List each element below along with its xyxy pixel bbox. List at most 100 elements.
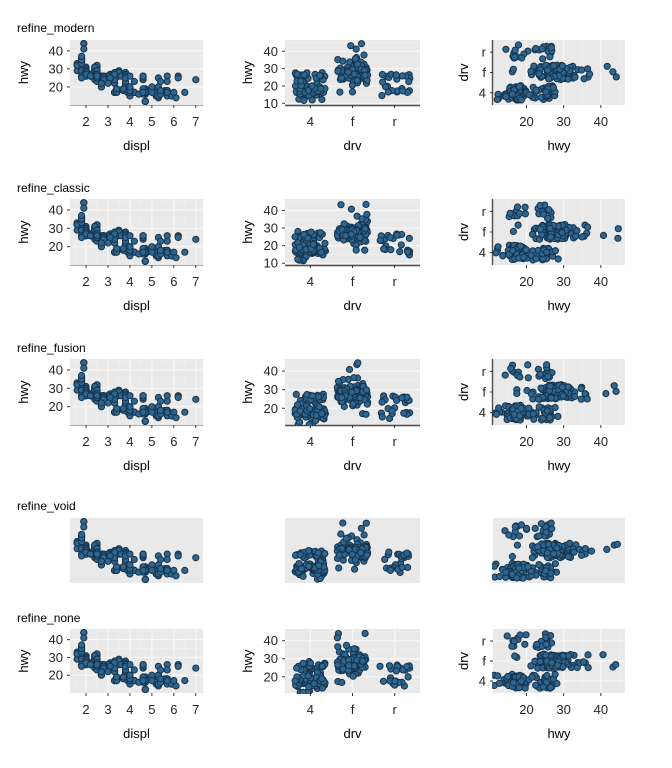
data-point [400,409,408,417]
data-point [558,229,566,237]
data-point [293,70,301,78]
data-point [304,672,312,680]
data-point [292,390,300,399]
data-point [78,371,86,380]
x-tick-label: 30 [556,702,570,717]
data-point [97,557,106,565]
data-point [403,663,411,671]
plot-displ-hwy: 2 3 4 5 6 7 20 30 40 displ hwy [0,320,224,480]
x-tick-label: 5 [148,434,155,449]
data-point [318,662,326,670]
data-point [163,566,171,575]
y-axis-title: drv [456,651,471,670]
data-point [148,88,156,97]
data-point [504,672,512,681]
y-tick-label: f [482,385,486,400]
data-point [538,45,546,53]
data-point [307,228,315,236]
data-point [86,550,95,558]
data-point [398,72,407,80]
y-tick-label: 20 [264,669,278,684]
data-point [532,681,540,689]
y-tick-label: 20 [49,399,63,414]
data-point [295,243,304,251]
data-point [97,79,106,87]
data-point [513,541,522,549]
data-point [546,224,554,232]
x-tick-label: 4 [307,702,314,717]
data-point [361,71,369,79]
data-point [558,62,567,70]
data-point [405,234,413,242]
x-axis-title: drv [343,138,362,153]
data-point [342,534,350,542]
data-point [385,548,393,556]
data-point [522,246,530,254]
data-point [603,545,611,554]
data-point [362,200,370,209]
plot-displ-hwy [0,480,224,600]
plot-svg: 20 30 40 rf 4 hwy drv [456,359,625,473]
x-axis-title: hwy [547,458,571,473]
data-point [93,232,101,240]
data-point [174,393,182,402]
data-point [148,677,156,685]
data-point [529,410,537,418]
plot-svg: 20 30 40 rf 4 hwy drv [456,629,625,741]
x-tick-label: f [351,434,355,449]
data-point [86,661,95,669]
data-point [543,407,552,415]
data-point [163,397,171,405]
x-tick-label: 30 [556,434,570,449]
points-layer [492,630,620,692]
data-point [321,239,329,247]
x-tick-label: 6 [170,434,177,449]
x-tick-label: 30 [556,274,570,289]
data-point [501,371,509,379]
data-point [612,661,620,669]
data-point [78,641,86,649]
data-point [509,679,517,687]
y-axis-title: hwy [240,220,255,244]
data-point [542,640,550,649]
plot-svg: 2 3 4 5 6 7 20 30 40 displ hwy [16,199,203,313]
data-point [511,46,519,54]
data-point [97,239,106,247]
points-layer [291,200,414,265]
row-title: refine_modern [17,21,95,35]
data-point [139,72,147,80]
data-point [192,76,200,84]
data-point [571,73,579,81]
data-point [354,359,362,367]
data-point [174,74,182,82]
data-point [300,230,308,239]
y-tick-label: f [482,654,486,669]
x-tick-label: f [351,702,355,717]
data-point [113,673,121,681]
data-point [139,88,147,97]
data-point [398,394,406,402]
data-point [309,240,318,248]
data-point [345,365,354,374]
data-point [581,545,589,553]
data-point [542,634,550,642]
data-point [599,231,608,240]
data-point [126,72,134,80]
data-point [141,575,149,584]
data-point [300,96,308,105]
data-point [531,524,539,533]
data-point [547,233,555,241]
y-tick-label: 20 [49,239,63,254]
data-point [546,382,554,390]
data-point [360,531,368,539]
y-tick-label: 30 [49,61,63,76]
data-point [525,91,533,99]
data-point [577,385,585,393]
data-point [305,562,313,570]
data-point [130,666,138,674]
data-point [570,548,578,556]
data-point [174,233,182,242]
data-point [139,232,147,240]
